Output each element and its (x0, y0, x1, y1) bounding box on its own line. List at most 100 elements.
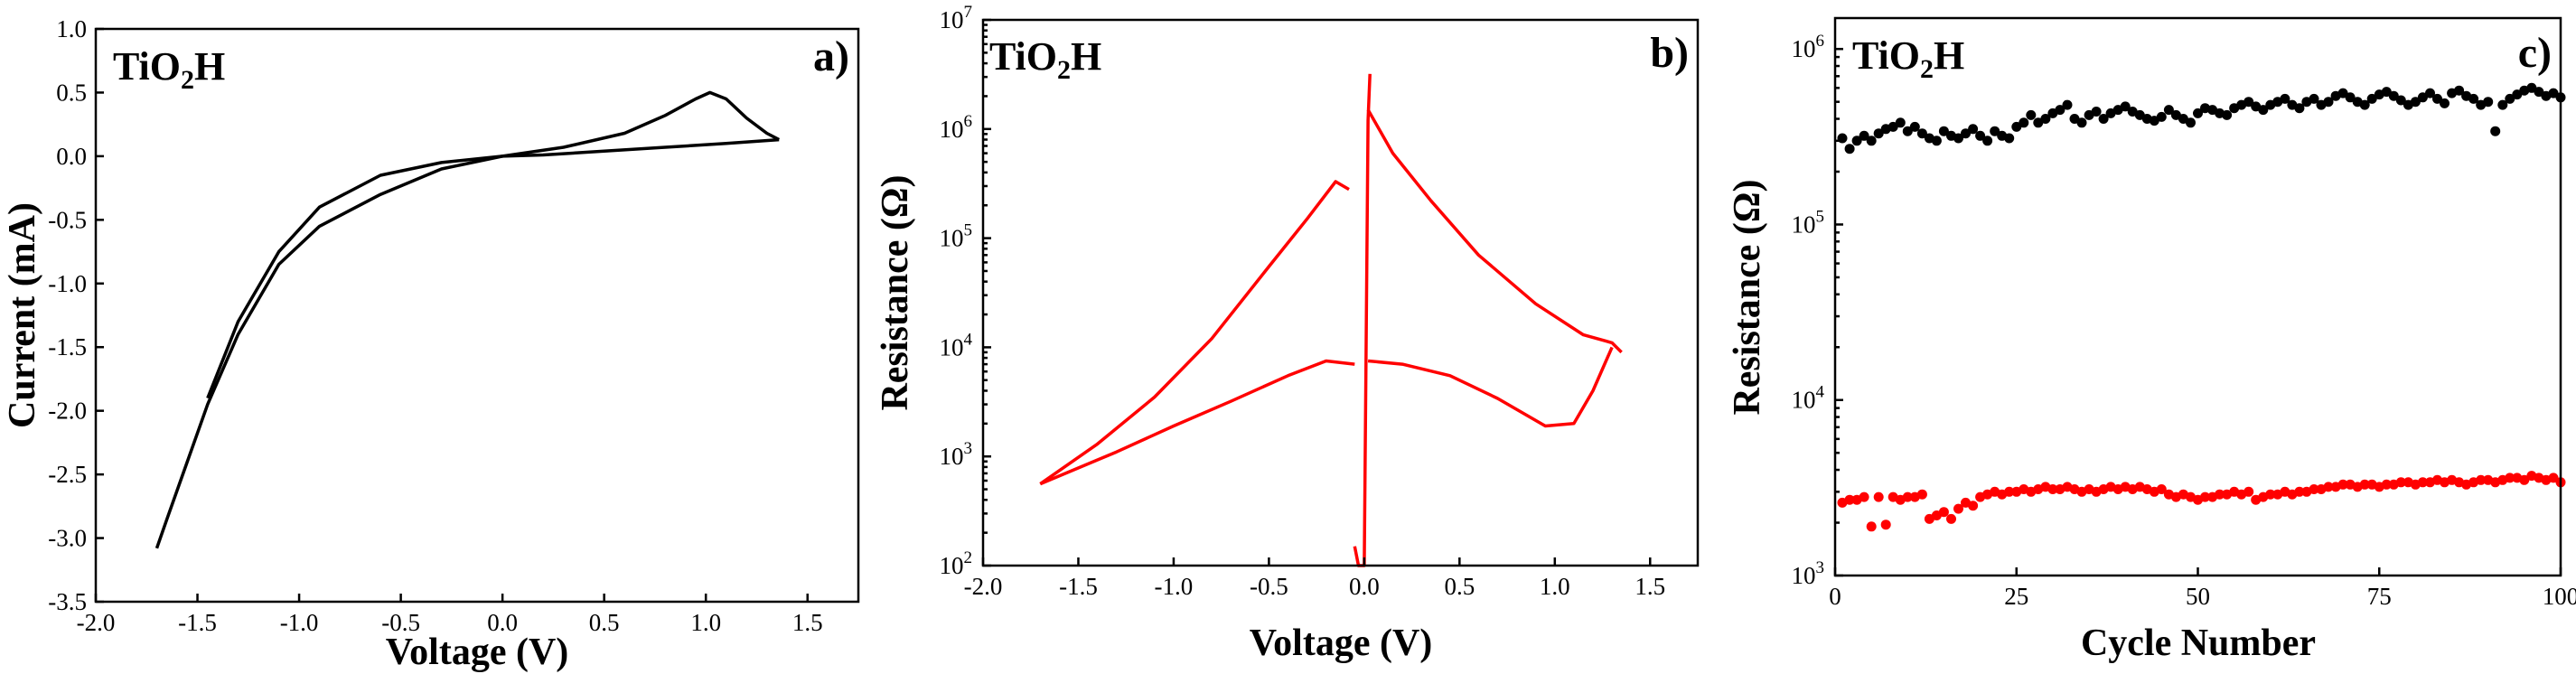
data-point (2359, 99, 2370, 110)
x-tick-label: 75 (2367, 583, 2392, 610)
data-point (2062, 99, 2073, 110)
chart-panel-c: 0 25 50 75 100 106 105 104 103 Cycle Number Res… (1727, 16, 2576, 664)
data-point (1873, 128, 1884, 139)
series-line (1039, 359, 1355, 486)
data-point (2076, 117, 2087, 128)
data-point (2440, 98, 2450, 108)
data-point (1968, 501, 1979, 511)
y-tick-label: -3.0 (48, 525, 87, 552)
data-point (2359, 479, 2370, 490)
x-tick-label: 0.5 (1444, 573, 1475, 600)
data-point (1961, 128, 1971, 139)
y-tick-label: -1.5 (48, 333, 87, 360)
series-line (1366, 108, 1623, 354)
data-point (2366, 93, 2377, 104)
series-line (1039, 180, 1350, 486)
data-point (2258, 105, 2269, 116)
data-point (2098, 114, 2109, 124)
data-point (1968, 124, 1979, 135)
data-point (2337, 479, 2348, 490)
x-tick-label: -1.0 (1155, 573, 1194, 600)
data-point (2395, 477, 2406, 488)
x-tick-label: -0.5 (381, 609, 420, 636)
data-point (2222, 109, 2233, 120)
panel-a-plot-area (155, 90, 781, 549)
panel-c-letter: c) (2518, 29, 2552, 77)
panel-b-y-axis-label: Resistance (Ω) (875, 174, 916, 410)
data-point (1895, 117, 1906, 128)
panel-c-y-axis: 106 105 104 103 (1792, 32, 1843, 589)
chart-panel-a: -2.0 -1.5 -1.0 -0.5 0.0 0.5 1.0 1.5 1.0 0.5 0.0 -0… (2, 15, 860, 673)
data-point (2337, 88, 2348, 98)
data-point (2505, 473, 2515, 483)
data-point (2425, 88, 2435, 98)
x-tick-label: 25 (2004, 583, 2028, 610)
data-point (2294, 486, 2305, 497)
y-tick-label: 1.0 (56, 15, 87, 42)
data-point (2047, 484, 2058, 494)
x-tick-label: -2.0 (77, 609, 116, 636)
data-point (2055, 105, 2065, 116)
panel-b-x-axis-label: Voltage (V) (1250, 623, 1433, 664)
data-point (2323, 482, 2334, 492)
data-point (1990, 126, 2000, 136)
y-tick-label: 106 (940, 112, 973, 143)
data-point (2265, 489, 2276, 500)
data-point (1916, 489, 1927, 500)
panel-b-x-axis: -2.0 -1.5 -1.0 -0.5 0.0 0.5 1.0 1.5 (964, 557, 1665, 600)
data-point (2215, 489, 2225, 500)
y-tick-label: 105 (940, 221, 973, 252)
panel-a-frame (94, 27, 860, 604)
data-point (1916, 128, 1927, 139)
x-tick-label: -0.5 (1250, 573, 1288, 600)
data-point (2454, 85, 2465, 96)
data-point (2033, 117, 2044, 128)
data-point (1953, 133, 1963, 144)
data-point (1851, 136, 1862, 146)
data-point (2120, 101, 2131, 112)
series-line (155, 154, 503, 549)
data-point (2004, 486, 2015, 497)
data-point (1975, 130, 1986, 141)
data-point (2410, 97, 2421, 108)
data-point (2548, 473, 2559, 483)
data-point (2040, 114, 2051, 124)
data-point (1888, 121, 1898, 132)
panel-b-frame (981, 18, 1700, 567)
y-tick-label: 0.0 (56, 143, 87, 170)
y-tick-label: 104 (940, 330, 973, 360)
panel-b-plot-area (1039, 73, 1623, 567)
panel-b-inset-label: TiO2H (989, 34, 1101, 85)
y-tick-label: -2.0 (48, 398, 87, 425)
data-point (1931, 136, 1942, 146)
data-point (2294, 103, 2305, 114)
data-point (2091, 107, 2102, 117)
data-point (2011, 121, 2022, 132)
data-point (2163, 105, 2174, 116)
x-tick-label: -2.0 (964, 573, 1003, 600)
data-point (1946, 513, 1956, 524)
data-point (2186, 117, 2196, 128)
y-tick-label: 106 (1792, 32, 1825, 62)
data-point (1953, 503, 1963, 514)
y-tick-label: 103 (1792, 558, 1825, 589)
data-point (1859, 130, 1869, 141)
y-tick-label: 0.5 (56, 79, 87, 106)
data-point (2432, 93, 2442, 104)
data-point (2200, 491, 2210, 502)
data-point (2004, 133, 2015, 144)
data-point (2381, 87, 2392, 98)
data-point (2417, 477, 2428, 488)
data-point (2476, 474, 2487, 485)
y-tick-label: 104 (1792, 383, 1825, 414)
panel-a-x-axis: -2.0 -1.5 -1.0 -0.5 0.0 0.5 1.0 1.5 (77, 594, 823, 636)
series-line (1353, 73, 1372, 567)
data-point (2309, 93, 2319, 104)
panel-c-y-axis-label: Resistance (Ω) (1727, 179, 1768, 415)
x-tick-label: 100 (2543, 583, 2576, 610)
data-point (2395, 95, 2406, 106)
data-point (2417, 92, 2428, 103)
panel-b-y-axis: 107 106 105 104 103 102 (940, 3, 991, 579)
panel-c-x-axis: 0 25 50 75 100 (1829, 567, 2576, 610)
